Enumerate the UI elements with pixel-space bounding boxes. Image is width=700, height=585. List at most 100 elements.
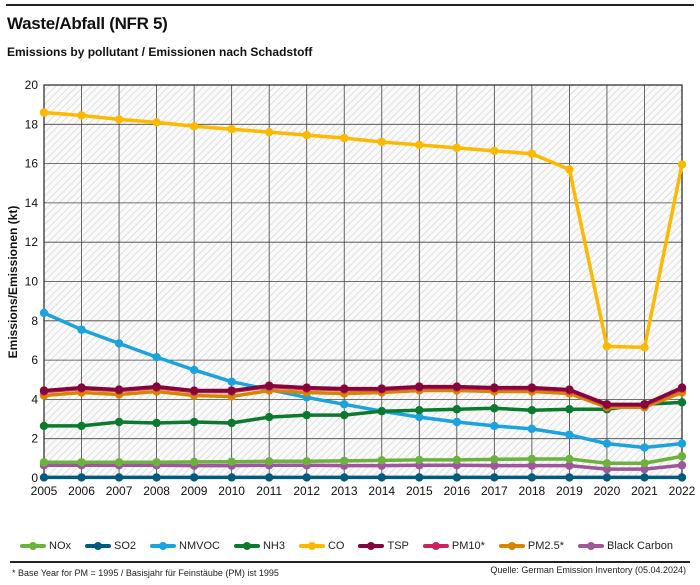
- legend-swatch: [20, 541, 46, 550]
- data-point: [527, 461, 537, 470]
- data-point: [152, 382, 161, 391]
- legend-item: SO2: [85, 540, 136, 552]
- x-tick-label: 2018: [519, 484, 546, 498]
- data-point: [377, 473, 386, 482]
- data-point: [264, 127, 274, 137]
- data-point: [340, 456, 349, 466]
- x-tick-label: 2010: [218, 484, 245, 498]
- data-point: [227, 125, 236, 134]
- y-tick-label: 0: [31, 471, 38, 485]
- data-point: [527, 473, 537, 482]
- y-tick-label: 18: [25, 117, 39, 131]
- data-point: [77, 325, 86, 334]
- data-point: [302, 130, 311, 140]
- data-point: [415, 455, 424, 465]
- data-point: [602, 473, 612, 482]
- data-point: [602, 400, 612, 409]
- data-point: [490, 455, 499, 464]
- legend-swatch: [85, 541, 111, 550]
- legend-swatch: [498, 541, 525, 550]
- data-point: [340, 400, 349, 409]
- data-point: [415, 406, 424, 415]
- x-tick-label: 2019: [556, 484, 583, 498]
- data-point: [377, 137, 386, 147]
- data-point: [340, 410, 349, 420]
- data-point: [527, 454, 537, 464]
- data-point: [677, 439, 687, 448]
- data-point: [677, 383, 687, 392]
- data-point: [452, 405, 462, 414]
- data-point: [452, 455, 462, 465]
- series-line-pm2-5-: [43, 388, 683, 410]
- data-point: [114, 339, 124, 348]
- data-point: [490, 461, 499, 470]
- data-point: [152, 352, 161, 362]
- data-point: [377, 406, 386, 416]
- data-point: [114, 385, 124, 394]
- data-point: [189, 417, 199, 427]
- data-point: [640, 343, 649, 352]
- data-point: [452, 417, 462, 427]
- data-point: [227, 473, 236, 482]
- legend-swatch: [578, 541, 604, 550]
- data-point: [152, 458, 161, 467]
- data-point: [227, 386, 236, 395]
- data-point: [189, 473, 199, 482]
- data-point: [640, 400, 649, 409]
- data-point: [227, 418, 236, 428]
- data-point: [189, 365, 199, 375]
- data-point: [490, 404, 499, 413]
- x-tick-label: 2006: [68, 484, 95, 498]
- data-point: [452, 382, 462, 391]
- legend-item: CO: [298, 540, 344, 552]
- series-line-co: [43, 110, 684, 350]
- y-tick-label: 12: [25, 235, 39, 249]
- data-point: [677, 398, 687, 407]
- data-point: [415, 473, 424, 482]
- data-point: [602, 459, 612, 468]
- x-tick-label: 2008: [143, 484, 170, 498]
- data-point: [640, 464, 649, 474]
- data-point: [677, 461, 687, 470]
- data-point: [565, 165, 574, 174]
- data-point: [302, 457, 311, 466]
- data-point: [527, 383, 537, 392]
- legend-item: NH3: [233, 540, 285, 552]
- data-point: [565, 405, 574, 414]
- y-tick-label: 8: [31, 314, 38, 328]
- line-chart: 2005 2006 2007 2008 2009 2010 2011 2012 2013 2014…: [6, 78, 696, 498]
- x-tick-label: 2015: [406, 484, 433, 498]
- data-point: [152, 418, 161, 428]
- data-point: [602, 342, 612, 351]
- data-point: [152, 473, 161, 482]
- data-point: [39, 421, 49, 431]
- series-line-nox: [44, 454, 683, 466]
- data-point: [490, 383, 499, 392]
- x-tick-label: 2014: [368, 484, 395, 498]
- legend-swatch: [298, 541, 325, 550]
- data-point: [227, 377, 236, 386]
- chart-title: Waste/Abfall (NFR 5): [7, 14, 168, 33]
- y-tick-label: 20: [25, 78, 39, 92]
- x-tick-label: 2005: [31, 484, 58, 498]
- data-point: [39, 386, 49, 395]
- data-point: [340, 473, 349, 482]
- x-tick-label: 2017: [481, 484, 508, 498]
- data-point: [640, 459, 649, 468]
- x-tick-label: 2009: [181, 484, 208, 498]
- data-point: [264, 473, 274, 482]
- y-tick-label: 14: [25, 196, 39, 210]
- legend-swatch: [358, 541, 385, 550]
- data-point: [302, 410, 311, 420]
- data-point: [114, 473, 124, 482]
- data-point: [39, 458, 49, 467]
- legend-label: NMVOC: [179, 540, 220, 552]
- data-point: [377, 384, 386, 393]
- data-point: [565, 461, 574, 470]
- legend-swatch: [150, 541, 177, 550]
- y-tick-label: 16: [25, 157, 39, 171]
- series-line-nmvoc: [43, 311, 683, 450]
- data-point: [77, 421, 86, 431]
- data-point: [264, 412, 274, 422]
- data-point: [640, 473, 649, 482]
